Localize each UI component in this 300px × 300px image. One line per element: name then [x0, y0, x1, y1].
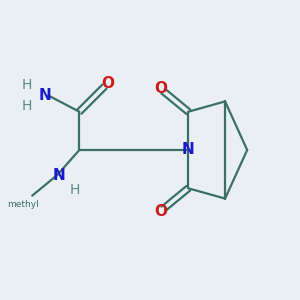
Text: H: H [21, 99, 32, 113]
Text: O: O [154, 81, 167, 96]
Text: H: H [21, 78, 32, 92]
Text: N: N [182, 142, 195, 158]
Text: O: O [154, 204, 167, 219]
Text: O: O [101, 76, 114, 91]
Text: N: N [52, 167, 65, 182]
Text: H: H [70, 183, 80, 197]
Text: N: N [39, 88, 52, 103]
Text: methyl: methyl [8, 200, 39, 209]
